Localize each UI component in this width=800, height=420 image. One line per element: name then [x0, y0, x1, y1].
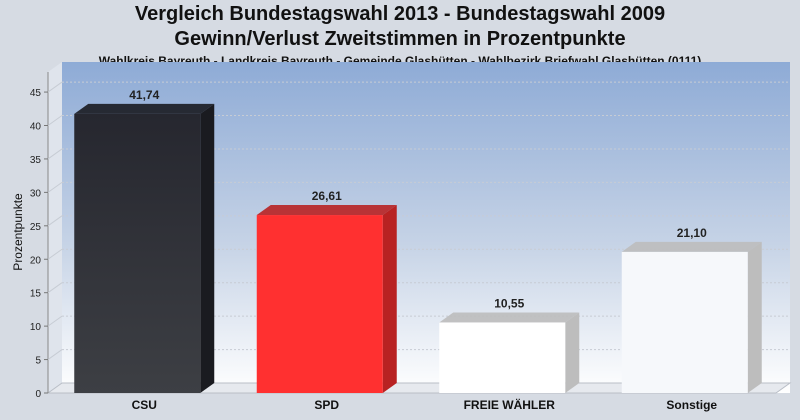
- bar-side: [200, 103, 215, 394]
- bar: [621, 251, 748, 393]
- y-tick-label: 20: [30, 255, 42, 266]
- y-tick-label: 35: [30, 155, 42, 166]
- bar: [256, 215, 383, 393]
- bar-value-label: 26,61: [312, 189, 342, 203]
- x-axis-labels: CSU SPD FREIE WÄHLER Sonstige: [132, 397, 718, 412]
- plot-left-wall: [48, 62, 62, 393]
- gridline-depth: [47, 115, 63, 126]
- bar-side: [382, 205, 397, 393]
- bar-top: [256, 205, 397, 216]
- y-tick-label: 10: [30, 322, 42, 333]
- y-axis-ticks: 0 5 10 15 20 25 30 35 40 45: [30, 88, 48, 400]
- x-tick-label: CSU: [132, 398, 157, 412]
- bar-value-label: 21,10: [677, 226, 707, 240]
- gridline-depth: [47, 181, 63, 193]
- gridline-depth: [47, 215, 63, 227]
- bar-side: [565, 312, 580, 393]
- y-tick-label: 25: [30, 222, 42, 233]
- bar-spd: 26,61: [256, 189, 397, 393]
- bar-csu: 41,74: [74, 88, 215, 394]
- gridline-depth: [47, 349, 63, 360]
- chart-title-line-1: Vergleich Bundestagswahl 2013 - Bundesta…: [134, 3, 666, 25]
- bars: 41,74 26,61 10,55 21,10: [74, 88, 762, 394]
- bar-top: [74, 103, 215, 114]
- x-tick-label: SPD: [314, 398, 339, 412]
- bar-freie-w-hler: 10,55: [439, 296, 580, 393]
- x-tick-label: FREIE WÄHLER: [464, 397, 556, 412]
- bar-top: [439, 312, 580, 323]
- y-tick-label: 0: [35, 389, 41, 400]
- bar-sonstige: 21,10: [621, 226, 762, 393]
- y-tick-label: 5: [35, 356, 41, 367]
- gridline-depth: [47, 315, 63, 327]
- chart-title-line-2: Gewinn/Verlust Zweitstimmen in Prozentpu…: [174, 28, 626, 50]
- y-tick-label: 15: [30, 289, 42, 300]
- y-tick-label: 30: [30, 188, 42, 199]
- bar-side: [747, 241, 762, 393]
- y-axis-label: Prozentpunkte: [11, 193, 25, 271]
- bar-value-label: 41,74: [129, 88, 159, 102]
- y-tick-label: 40: [30, 122, 42, 133]
- bar: [74, 113, 201, 394]
- gridline-depth: [47, 148, 63, 160]
- bar: [439, 322, 566, 393]
- gridline-depth: [47, 282, 63, 294]
- gridline-depth: [47, 248, 63, 260]
- gridline-depth: [47, 81, 63, 93]
- bar-top: [621, 241, 762, 252]
- bar-value-label: 10,55: [494, 296, 524, 310]
- x-tick-label: Sonstige: [666, 398, 717, 412]
- y-tick-label: 45: [30, 88, 42, 99]
